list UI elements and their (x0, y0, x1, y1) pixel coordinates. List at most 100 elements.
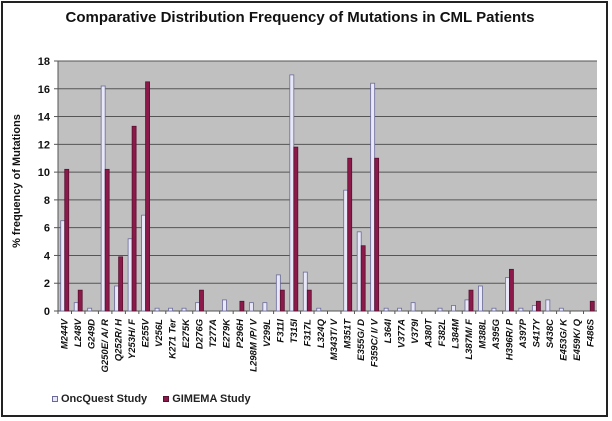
x-tick-label: K271 Ter (168, 318, 179, 359)
bar-oncquest (114, 285, 120, 312)
x-tick-label: A380T (424, 318, 435, 349)
y-tick-label: 10 (38, 167, 50, 179)
bar-oncquest (558, 307, 564, 312)
bar-oncquest (73, 302, 79, 312)
x-tick-label: F317L (302, 319, 313, 347)
x-tick-label: L298M /P/ V (248, 318, 259, 371)
x-tick-label: P296H (235, 318, 246, 348)
y-tick-label: 0 (44, 306, 50, 318)
bar-gimema (360, 245, 366, 312)
y-tick-label: 18 (38, 56, 50, 68)
x-tick-label: T277A (208, 319, 219, 348)
x-tick-label: L364I (383, 319, 394, 344)
bar-oncquest (168, 307, 173, 312)
bar-oncquest (437, 307, 443, 312)
bar-oncquest (397, 307, 403, 312)
bar-oncquest (289, 74, 295, 312)
y-tick-label: 6 (44, 223, 50, 235)
legend: OncQuest Study GIMEMA Study (52, 393, 251, 405)
x-tick-label: G250E/ A/ R (100, 319, 111, 373)
x-tick-label: M244V (60, 318, 71, 349)
bar-oncquest (478, 285, 483, 312)
bar-gimema (279, 289, 285, 312)
x-tick-label: H396R/ P (504, 318, 515, 360)
x-tick-label: E459K/ Q (572, 318, 583, 360)
bar-oncquest (302, 271, 308, 312)
x-tick-label: Y253H/ F (127, 319, 138, 359)
bar-gimema (589, 300, 595, 312)
x-tick-label: D276G (194, 318, 205, 349)
y-tick-label: 4 (44, 250, 51, 262)
x-tick-label: A397P (518, 318, 529, 349)
bar-oncquest (316, 307, 322, 312)
bar-oncquest (518, 307, 524, 312)
bar-oncquest (127, 238, 133, 312)
x-tick-label: A395G (491, 318, 502, 350)
x-tick-label: L387M/ F (464, 319, 475, 360)
bar-gimema (468, 289, 474, 312)
bar-gimema (535, 300, 541, 312)
bar-oncquest (370, 82, 376, 312)
x-tick-label: V256L (154, 319, 165, 347)
x-tick-label: E355G/ D (356, 319, 367, 361)
legend-item-gimema: GIMEMA Study (163, 393, 251, 405)
x-tick-label: M351T (343, 318, 354, 349)
y-tick-label: 2 (44, 278, 50, 290)
legend-label-gimema: GIMEMA Study (172, 393, 251, 405)
x-tick-label: F359C/ I/ V (370, 318, 381, 367)
bar-gimema (347, 157, 353, 312)
bar-oncquest (100, 85, 106, 312)
bar-gimema (509, 268, 514, 312)
bar-gimema (64, 168, 70, 312)
bar-gimema (374, 157, 380, 312)
bar-oncquest (195, 302, 200, 312)
y-tick-label: 14 (38, 112, 51, 124)
x-tick-label: S417Y (531, 317, 542, 347)
plot-area (58, 61, 597, 311)
x-tick-label: F311I (275, 319, 286, 343)
x-tick-label: M343T/ V (329, 318, 340, 360)
bar-oncquest (154, 307, 160, 312)
legend-swatch-oncquest (52, 396, 58, 402)
bar-oncquest (410, 302, 416, 312)
bar-gimema (306, 289, 312, 312)
bar-gimema (77, 289, 83, 312)
x-tick-label: L384M (451, 318, 462, 349)
bar-gimema (293, 146, 299, 312)
y-tick-label: 12 (38, 139, 50, 151)
x-tick-label: Q252R/ H (114, 318, 125, 361)
x-tick-label: V299L (262, 319, 273, 347)
bar-oncquest (464, 299, 470, 312)
bar-gimema (239, 300, 245, 312)
bar-oncquest (491, 307, 497, 312)
x-tick-label: V377A (397, 319, 408, 348)
x-tick-label: G249D (87, 319, 98, 349)
legend-item-oncquest: OncQuest Study (52, 393, 147, 405)
bar-oncquest (531, 305, 537, 312)
x-tick-label: E255V (141, 318, 152, 347)
legend-label-oncquest: OncQuest Study (61, 393, 148, 405)
x-tick-label: M388L (477, 319, 488, 349)
x-tick-label: T315I (289, 319, 300, 344)
x-tick-label: L248V (73, 318, 84, 347)
y-tick-label: 16 (38, 84, 50, 96)
bar-oncquest (451, 305, 456, 312)
bar-oncquest (222, 299, 227, 312)
bar-gimema (104, 168, 110, 312)
x-tick-label: F382L (437, 319, 448, 347)
bar-oncquest (343, 189, 349, 312)
x-tick-label: E453G/ K (558, 318, 569, 361)
bar-gimema (199, 289, 204, 312)
bar-oncquest (262, 302, 268, 312)
x-tick-label: L324Q (316, 318, 327, 348)
bar-oncquest (505, 277, 510, 312)
bar-oncquest (141, 214, 146, 312)
x-tick-label: F486S (585, 318, 596, 347)
bar-oncquest (87, 307, 93, 312)
bar-gimema (145, 81, 150, 312)
legend-swatch-gimema (163, 396, 170, 402)
bar-oncquest (356, 231, 362, 312)
bar-gimema (131, 125, 137, 312)
bar-oncquest (545, 299, 551, 312)
